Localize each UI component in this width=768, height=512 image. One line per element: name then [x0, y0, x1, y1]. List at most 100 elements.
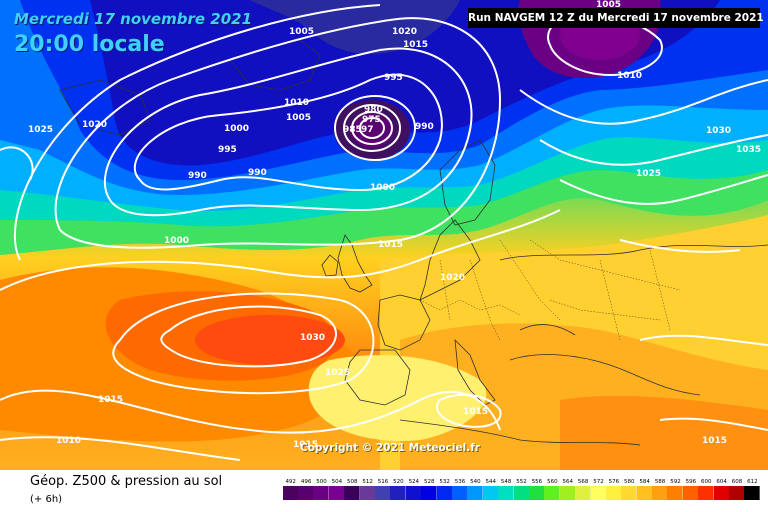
legend-item: 552 — [513, 478, 530, 500]
legend-label: 604 — [716, 479, 727, 485]
legend-swatch — [282, 486, 299, 500]
legend-label: 536 — [454, 479, 466, 485]
chart-title: Géop. Z500 & pression au sol — [30, 474, 223, 489]
isobar-label: 1025 — [325, 368, 350, 378]
legend-item: 604 — [713, 478, 730, 500]
isobar-label: 1030 — [706, 126, 731, 136]
weather-map: 1005 1020 1015 995 980 975 985 97 990 10… — [0, 0, 768, 470]
isobar-label: 990 — [248, 168, 267, 178]
isobar-label: 1025 — [636, 169, 661, 179]
legend-swatch — [652, 486, 669, 500]
run-banner: Run NAVGEM 12 Z du Mercredi 17 novembre … — [468, 8, 764, 28]
legend-swatch — [452, 486, 468, 500]
legend-item: 564 — [559, 478, 576, 500]
legend-swatch — [605, 486, 622, 500]
date-title: Mercredi 17 novembre 2021 — [14, 10, 253, 28]
copyright-notice: Copyright © 2021 Meteociel.fr — [300, 442, 480, 454]
legend-item: 600 — [698, 478, 715, 500]
legend-label: 560 — [547, 479, 558, 485]
legend-label: 524 — [408, 479, 420, 485]
legend-label: 568 — [577, 479, 589, 485]
legend-swatch — [482, 486, 499, 500]
coastlines — [59, 39, 768, 446]
legend-label: 556 — [531, 479, 543, 485]
legend-item: 608 — [729, 478, 746, 500]
isobar-label: 1005 — [596, 0, 621, 10]
isobar-label: 1010 — [284, 98, 309, 108]
legend-item: 508 — [344, 478, 361, 500]
legend-item: 592 — [667, 478, 684, 500]
legend-label: 548 — [500, 479, 512, 485]
isobar-label: 985 — [343, 125, 362, 135]
isobar-label: 1020 — [392, 27, 417, 37]
legend-item: 560 — [544, 478, 561, 500]
isobar-label: 1015 — [98, 395, 123, 405]
legend-label: 608 — [731, 479, 743, 485]
legend-item: 588 — [652, 478, 669, 500]
legend-swatch — [590, 486, 607, 500]
legend-item: 568 — [575, 478, 592, 500]
legend-label: 576 — [608, 479, 620, 485]
legend-item: 492 — [282, 478, 299, 500]
legend-item: 500 — [313, 478, 330, 500]
legend-label: 496 — [300, 479, 312, 485]
isobar-label: 1010 — [617, 71, 642, 81]
map-footer: Géop. Z500 & pression au sol (+ 6h) 492 4… — [0, 470, 768, 512]
legend-label: 504 — [331, 479, 343, 485]
time-title: 20:00 locale — [14, 32, 165, 57]
legend-item: 584 — [636, 478, 653, 500]
legend-swatch — [667, 486, 684, 500]
legend-label: 520 — [393, 479, 404, 485]
legend-swatch — [713, 486, 730, 500]
legend-swatch — [575, 486, 592, 500]
legend-label: 572 — [593, 479, 604, 485]
legend-label: 592 — [670, 479, 681, 485]
legend-label: 528 — [423, 479, 435, 485]
legend-item: 532 — [436, 478, 453, 500]
legend-label: 516 — [377, 479, 389, 485]
legend-swatch — [682, 486, 699, 500]
legend-label: 612 — [747, 479, 758, 485]
legend-label: 492 — [285, 479, 296, 485]
legend-swatch — [621, 486, 638, 500]
isobar-label: 1000 — [164, 236, 189, 246]
legend-swatch — [436, 486, 453, 500]
isobar-label: 1030 — [300, 333, 325, 343]
legend-item: 576 — [605, 478, 622, 500]
legend-swatch — [498, 486, 515, 500]
legend-swatch — [313, 486, 330, 500]
country-borders — [419, 239, 681, 341]
legend-item: 504 — [328, 478, 345, 500]
legend-label: 584 — [639, 479, 650, 485]
legend-swatch — [513, 486, 530, 500]
legend-swatch — [421, 486, 438, 500]
legend-item: 496 — [298, 478, 315, 500]
isobar-label: 1020 — [440, 273, 465, 283]
isobar-label: 1000 — [370, 183, 395, 193]
legend-label: 580 — [624, 479, 635, 485]
isobar-label: 1020 — [82, 120, 107, 130]
isobar-label: 995 — [384, 73, 403, 83]
legend-label: 544 — [485, 479, 497, 485]
legend-item: 556 — [528, 478, 545, 500]
legend-item: 516 — [375, 478, 392, 500]
legend-label: 588 — [654, 479, 666, 485]
legend-item: 548 — [498, 478, 515, 500]
legend-swatch — [359, 486, 376, 500]
legend-swatch — [636, 486, 653, 500]
legend-item: 520 — [390, 478, 407, 500]
legend-swatch — [328, 486, 345, 500]
isobar-label: 1010 — [56, 436, 81, 446]
legend-item: 612 — [744, 478, 761, 500]
isobar-label: 990 — [188, 171, 207, 181]
legend-label: 596 — [685, 479, 697, 485]
legend-swatch — [390, 486, 407, 500]
legend-swatch — [344, 486, 361, 500]
legend-item: 580 — [621, 478, 638, 500]
isobar-label: 1015 — [702, 436, 727, 446]
legend-swatch — [559, 486, 576, 500]
legend-swatch — [744, 486, 761, 500]
isobar-label: 1000 — [224, 124, 249, 134]
isobar-label: 990 — [415, 122, 434, 132]
